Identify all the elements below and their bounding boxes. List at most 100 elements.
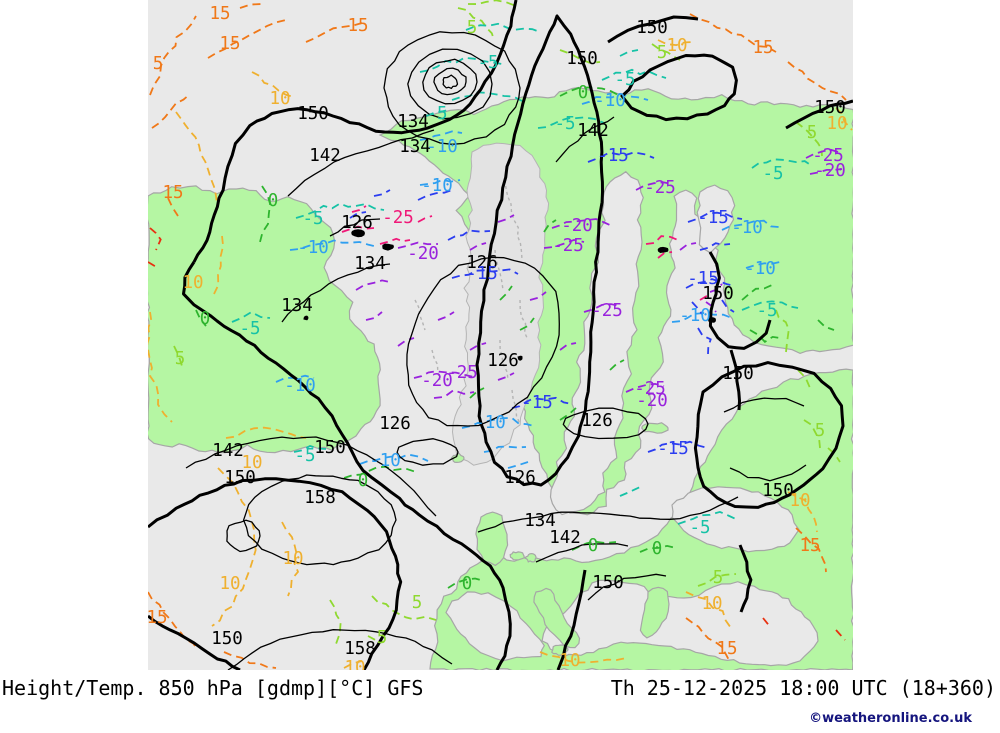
contour-label: 10 bbox=[269, 89, 290, 109]
inland-seas bbox=[445, 142, 819, 667]
contour-label: 126 bbox=[581, 411, 613, 431]
contour-label: 0 bbox=[578, 83, 589, 103]
contour-label: -10 bbox=[731, 218, 763, 238]
contour-label: 5 bbox=[467, 18, 478, 38]
contour-label: -15 bbox=[687, 269, 719, 289]
contour-label: 0 bbox=[588, 536, 599, 556]
contour-label: 134 bbox=[281, 296, 313, 316]
contour-label: -5 bbox=[614, 70, 635, 90]
contour-label: 126 bbox=[341, 213, 373, 233]
contour-label: -25 bbox=[382, 208, 414, 228]
contour-label: -25 bbox=[591, 301, 623, 321]
contour-label: -25 bbox=[644, 178, 676, 198]
contour-label: -25 bbox=[552, 236, 584, 256]
contour-label: -10 bbox=[421, 176, 453, 196]
contour-label: 150 bbox=[211, 629, 243, 649]
height-contours bbox=[148, 0, 853, 670]
contour-label: -10 bbox=[744, 259, 776, 279]
contour-label: 10 bbox=[282, 549, 303, 569]
contour-label: 150 bbox=[722, 364, 754, 384]
contour-label: 5 bbox=[807, 123, 818, 143]
contour-label: 134 bbox=[399, 137, 431, 157]
contour-label: 0 bbox=[200, 309, 211, 329]
contour-label: -5 bbox=[762, 164, 783, 184]
contour-label: 10 bbox=[219, 574, 240, 594]
contour-label: -10 bbox=[474, 413, 506, 433]
contour-label: 158 bbox=[304, 488, 336, 508]
contour-label: 5 bbox=[815, 421, 826, 441]
contour-label: -5 bbox=[554, 114, 575, 134]
contour-label: 150 bbox=[592, 573, 624, 593]
contour-label: 15 bbox=[219, 34, 240, 54]
contour-label: -20 bbox=[814, 161, 846, 181]
contour-label: 150 bbox=[702, 284, 734, 304]
contour-label: -15 bbox=[657, 439, 689, 459]
contour-label: -20 bbox=[561, 216, 593, 236]
contour-label: -5 bbox=[294, 446, 315, 466]
contour-label: 5 bbox=[412, 593, 423, 613]
contour-label: 10 bbox=[182, 273, 203, 293]
copyright-link[interactable]: ©weatheronline.co.uk bbox=[809, 711, 972, 726]
contour-label: 15 bbox=[146, 608, 167, 628]
contour-label: -15 bbox=[521, 393, 553, 413]
contour-label: -10 bbox=[297, 238, 329, 258]
contour-label: -5 bbox=[756, 301, 777, 321]
contour-label: 150 bbox=[636, 18, 668, 38]
contour-label: -5 bbox=[477, 53, 498, 73]
contour-label: -15 bbox=[597, 146, 629, 166]
contour-label: 142 bbox=[309, 146, 341, 166]
contour-label: 5 bbox=[153, 54, 164, 74]
contour-label: 0 bbox=[652, 539, 663, 559]
contour-label: 150 bbox=[566, 49, 598, 69]
contour-label: 134 bbox=[524, 511, 556, 531]
contour-label: 10 bbox=[826, 114, 847, 134]
contour-label: -10 bbox=[284, 376, 316, 396]
contour-label: -15 bbox=[697, 208, 729, 228]
contour-label: 126 bbox=[466, 253, 498, 273]
contour-label: -10 bbox=[594, 91, 626, 111]
contour-label: -20 bbox=[421, 371, 453, 391]
contour-label: 142 bbox=[212, 441, 244, 461]
contour-label: 150 bbox=[814, 98, 846, 118]
contour-label: 126 bbox=[487, 351, 519, 371]
contour-label: 5 bbox=[175, 349, 186, 369]
contour-label: 10 bbox=[344, 658, 365, 678]
contour-labels: 1501501501501501501501501501501501421421… bbox=[146, 4, 848, 678]
contour-label: 10 bbox=[666, 36, 687, 56]
contour-label: 10 bbox=[701, 594, 722, 614]
contour-label: 10 bbox=[789, 491, 810, 511]
contour-label: 126 bbox=[379, 414, 411, 434]
contour-label: -5 bbox=[302, 209, 323, 229]
contour-label: 150 bbox=[762, 481, 794, 501]
contour-label: 142 bbox=[577, 121, 609, 141]
contour-label: 0 bbox=[462, 574, 473, 594]
contour-label: 0 bbox=[358, 471, 369, 491]
contour-label: -15 bbox=[466, 264, 498, 284]
contour-label: -25 bbox=[812, 146, 844, 166]
map-datetime: Th 25-12-2025 18:00 UTC (18+360) bbox=[610, 676, 996, 700]
contour-label: 134 bbox=[397, 112, 429, 132]
contour-label: 150 bbox=[314, 438, 346, 458]
contour-label: 5 bbox=[377, 628, 388, 648]
contour-label: 0 bbox=[268, 191, 279, 211]
contour-label: 126 bbox=[504, 468, 536, 488]
temperature-contours bbox=[148, 0, 853, 669]
contour-label: 5 bbox=[713, 568, 724, 588]
contour-label: 150 bbox=[297, 104, 329, 124]
contour-label: -20 bbox=[407, 244, 439, 264]
contour-label: 10 bbox=[559, 651, 580, 671]
contour-label: -25 bbox=[634, 379, 666, 399]
contour-label: -25 bbox=[446, 363, 478, 383]
contour-label: -10 bbox=[679, 306, 711, 326]
contour-label: 15 bbox=[716, 639, 737, 659]
contour-label: -10 bbox=[369, 451, 401, 471]
contour-label: -20 bbox=[636, 391, 668, 411]
contour-label: -5 bbox=[426, 104, 447, 124]
contour-label: 142 bbox=[549, 528, 581, 548]
contour-label: 150 bbox=[224, 468, 256, 488]
contour-label: 15 bbox=[752, 38, 773, 58]
contour-label: 158 bbox=[344, 639, 376, 659]
contour-label: -5 bbox=[239, 319, 260, 339]
